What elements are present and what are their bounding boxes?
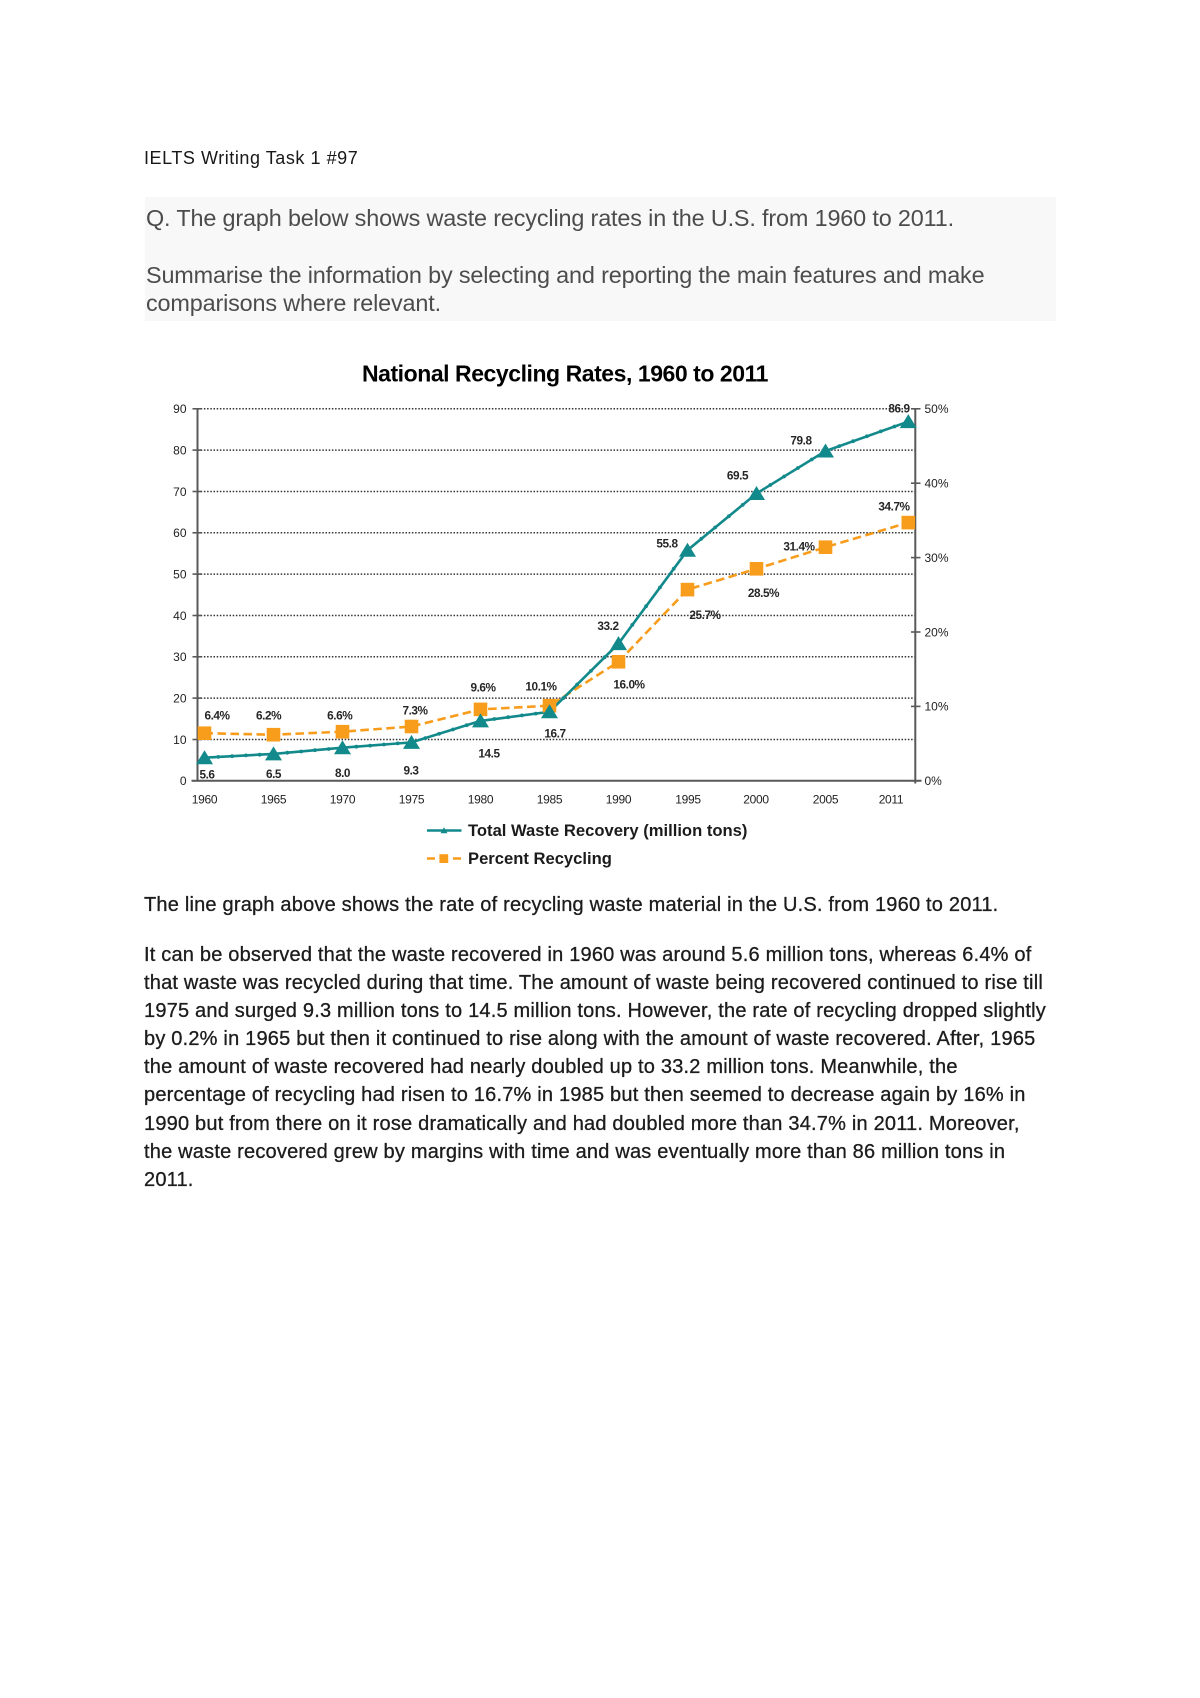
svg-text:5.6: 5.6 [199,767,215,781]
svg-text:1970: 1970 [330,793,356,807]
svg-text:30: 30 [173,650,187,664]
svg-text:40%: 40% [925,477,949,491]
svg-text:79.8: 79.8 [790,433,812,447]
svg-text:28.5%: 28.5% [748,586,780,600]
svg-text:33.2: 33.2 [597,619,619,633]
svg-text:10: 10 [173,733,187,747]
svg-text:10%: 10% [925,700,949,714]
svg-text:55.8: 55.8 [656,536,678,550]
svg-text:70: 70 [173,485,187,499]
svg-text:0%: 0% [925,774,943,788]
svg-text:Percent Recycling: Percent Recycling [468,849,612,868]
svg-text:6.6%: 6.6% [327,708,353,722]
svg-text:31.4%: 31.4% [783,539,815,553]
svg-text:2005: 2005 [813,793,839,807]
svg-text:86.9: 86.9 [888,401,910,415]
svg-text:20%: 20% [925,625,949,639]
svg-text:69.5: 69.5 [727,468,749,482]
svg-text:6.2%: 6.2% [256,708,282,722]
svg-text:34.7%: 34.7% [878,499,910,513]
svg-text:Total Waste Recovery (million: Total Waste Recovery (million tons) [468,821,747,840]
svg-text:90: 90 [173,402,187,416]
svg-text:6.5: 6.5 [266,767,282,781]
svg-text:60: 60 [173,526,187,540]
svg-text:30%: 30% [925,551,949,565]
svg-text:7.3%: 7.3% [402,703,428,717]
svg-text:1980: 1980 [468,793,494,807]
svg-text:0: 0 [180,774,187,788]
svg-text:2000: 2000 [743,793,769,807]
svg-text:20: 20 [173,691,187,705]
svg-text:14.5: 14.5 [478,746,500,760]
svg-text:1985: 1985 [537,793,563,807]
svg-text:9.6%: 9.6% [470,680,496,694]
svg-text:50: 50 [173,567,187,581]
svg-text:National Recycling Rates, 1960: National Recycling Rates, 1960 to 2011 [362,361,769,387]
svg-text:1995: 1995 [675,793,701,807]
svg-text:80: 80 [173,443,187,457]
svg-text:50%: 50% [925,402,949,416]
svg-text:9.3: 9.3 [403,763,419,777]
svg-text:1965: 1965 [261,793,287,807]
svg-text:6.4%: 6.4% [204,708,230,722]
svg-text:1990: 1990 [606,793,632,807]
svg-text:40: 40 [173,609,187,623]
svg-text:1975: 1975 [399,793,425,807]
svg-text:16.7: 16.7 [544,726,566,740]
svg-text:10.1%: 10.1% [525,679,557,693]
svg-text:25.7%: 25.7% [689,608,721,622]
svg-text:8.0: 8.0 [335,766,351,780]
svg-text:1960: 1960 [192,793,218,807]
svg-text:16.0%: 16.0% [613,677,645,691]
svg-text:2011: 2011 [879,793,904,807]
